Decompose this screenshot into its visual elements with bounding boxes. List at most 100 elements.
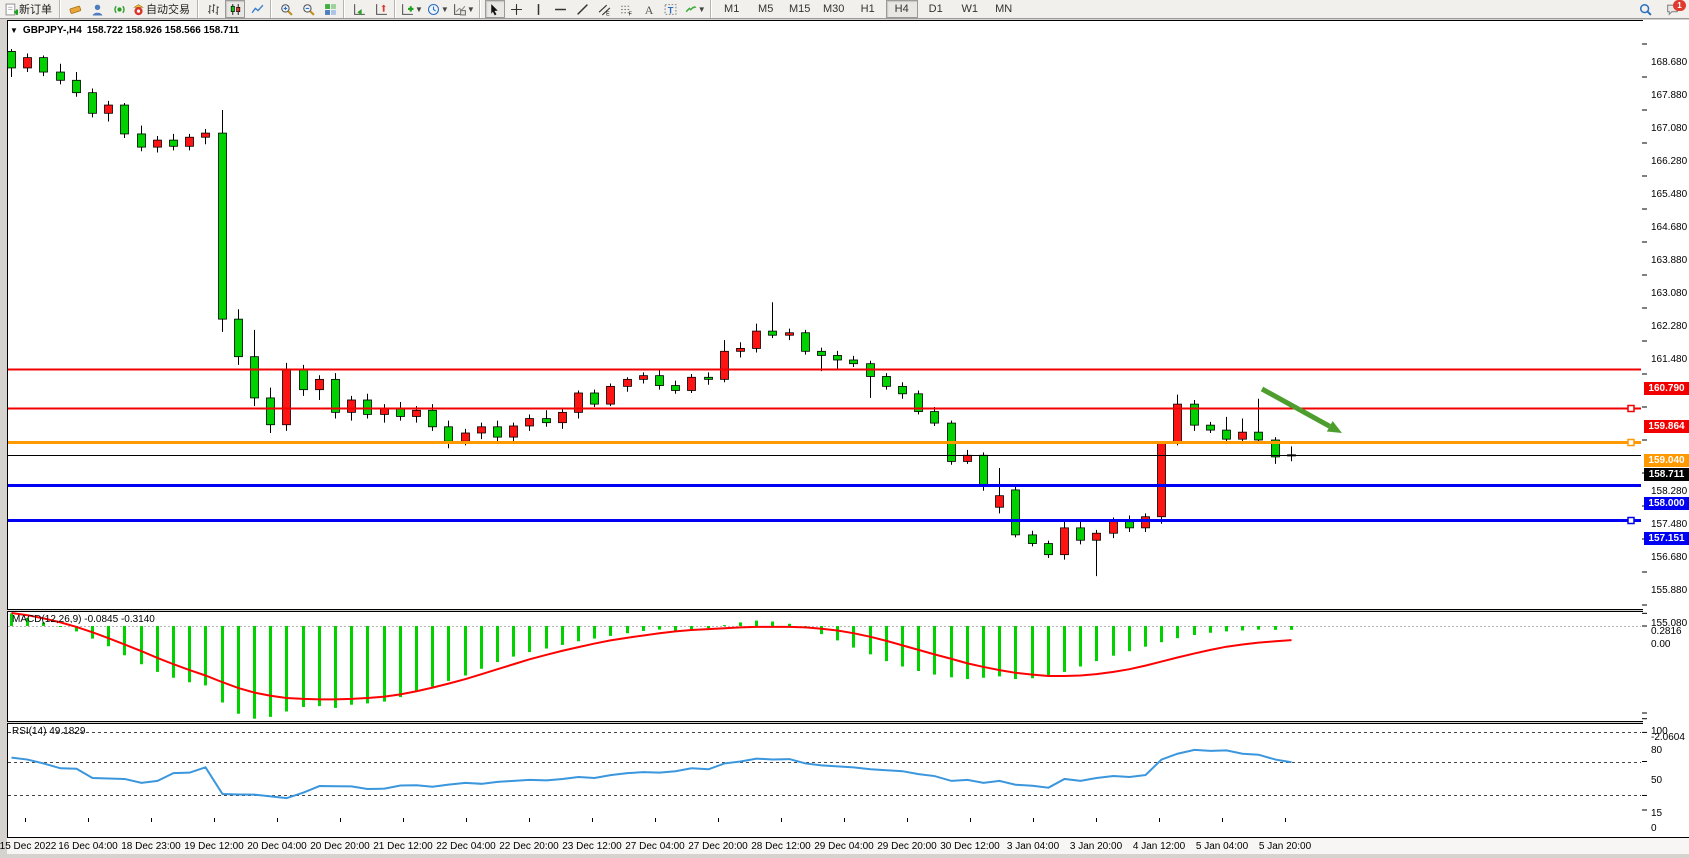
crosshair-icon — [510, 3, 523, 16]
profiles-button[interactable] — [87, 0, 107, 18]
equidistant-channel-button[interactable]: E — [595, 0, 615, 18]
signals-icon — [113, 3, 126, 16]
price-axis-column — [1643, 20, 1689, 853]
zoom-out-icon — [302, 3, 315, 16]
toolbar-right: 1 — [1634, 0, 1689, 18]
arrows-button[interactable]: ▼ — [683, 0, 707, 18]
vertical-line-button[interactable] — [529, 0, 549, 18]
templates-button[interactable]: ▼ — [452, 0, 476, 18]
price-tick-label: 164.680 — [1651, 222, 1688, 233]
time-axis-label: 22 Dec 04:00 — [436, 841, 496, 852]
cursor-button[interactable] — [484, 0, 505, 18]
price-tick-label: 156.680 — [1651, 552, 1688, 563]
quick-trade-chevron-icon[interactable]: ▼ — [10, 26, 18, 35]
time-axis-label: 3 Jan 04:00 — [1006, 841, 1060, 852]
autotrade-button[interactable]: 自动交易 — [131, 0, 194, 18]
fibonacci-icon: F — [620, 3, 633, 16]
search-icon — [1639, 3, 1652, 16]
tile-windows-button[interactable] — [320, 0, 340, 18]
timeframe-button-d1[interactable]: D1 — [928, 3, 943, 15]
rsi-axis-label: 100 — [1651, 726, 1668, 737]
price-tick-label: 168.680 — [1651, 57, 1688, 68]
macd-values: -0.0845 -0.3140 — [84, 614, 155, 625]
price-level-badge: 157.151 — [1644, 532, 1689, 546]
chat-button[interactable]: 1 — [1662, 0, 1686, 18]
text-label-button[interactable]: T — [661, 0, 681, 18]
chart-title: ▼ GBPJPY-,H4 158.722 158.926 158.566 158… — [10, 25, 239, 36]
toolbar-group-chart-types — [198, 0, 271, 18]
new-order-button[interactable]: 新订单 — [4, 0, 56, 18]
time-axis-label: 5 Jan 04:00 — [1195, 841, 1249, 852]
candle-chart-button[interactable] — [225, 0, 245, 18]
text-button[interactable]: A — [639, 0, 659, 18]
macd-panel[interactable] — [7, 611, 1644, 722]
macd-indicator-label: MACD(12,26,9) -0.0845 -0.3140 — [12, 614, 155, 625]
main-toolbar: 新订单 自动交易 ▼ ▼ ▼ — [0, 0, 1689, 19]
crosshair-button[interactable] — [507, 0, 527, 18]
price-tick-label: 162.280 — [1651, 321, 1688, 332]
new-order-label: 新订单 — [19, 4, 52, 16]
timeframe-button-m15[interactable]: M15 — [788, 3, 811, 15]
svg-text:A: A — [645, 3, 654, 16]
time-axis-strip — [7, 837, 1689, 854]
tile-windows-icon — [324, 3, 337, 16]
search-button[interactable] — [1635, 0, 1655, 18]
timeframe-button-mn[interactable]: MN — [995, 3, 1013, 15]
toolbar-group-services: 自动交易 — [60, 0, 198, 18]
toolbar-group-zoom — [271, 0, 344, 18]
timeframe-button-m30[interactable]: M30 — [822, 3, 845, 15]
rsi-axis-label: 15 — [1651, 808, 1663, 820]
eraser-button[interactable] — [65, 0, 85, 18]
new-order-icon — [5, 3, 18, 16]
line-chart-button[interactable] — [247, 0, 267, 18]
timeframe-button-m5[interactable]: M5 — [758, 3, 774, 15]
horizontal-line-button[interactable] — [551, 0, 571, 18]
svg-text:T: T — [668, 5, 674, 15]
time-axis-label: 20 Dec 04:00 — [247, 841, 307, 852]
chart-shift-button[interactable] — [371, 0, 391, 18]
price-tick-label: 163.080 — [1651, 288, 1688, 299]
chevron-down-icon: ▼ — [440, 4, 449, 14]
timeframe-button-w1[interactable]: W1 — [961, 3, 978, 15]
macd-axis-label: 0.2816 — [1651, 626, 1682, 638]
price-level-badge: 158.711 — [1644, 467, 1689, 481]
signals-button[interactable] — [109, 0, 129, 18]
time-axis-label: 5 Jan 20:00 — [1258, 841, 1312, 852]
rsi-panel[interactable] — [7, 723, 1644, 838]
time-axis-label: 20 Dec 20:00 — [310, 841, 370, 852]
zoom-out-button[interactable] — [298, 0, 318, 18]
price-tick-label: 155.080 — [1651, 618, 1688, 629]
toolbar-group-objects: E F A T ▼ — [479, 0, 711, 18]
time-axis-label: 4 Jan 12:00 — [1132, 841, 1186, 852]
price-tick-label: 165.480 — [1651, 189, 1688, 200]
timeframe-button-m1[interactable]: M1 — [724, 3, 740, 15]
rsi-axis-label: 50 — [1651, 774, 1663, 786]
line-chart-icon — [251, 3, 264, 16]
price-level-badge: 160.790 — [1644, 381, 1689, 395]
timeframe-button-h4[interactable]: H4 — [885, 0, 918, 18]
time-axis-label: 22 Dec 20:00 — [499, 841, 559, 852]
add-indicator-icon — [401, 3, 414, 16]
auto-scroll-button[interactable] — [349, 0, 369, 18]
time-axis-label: 21 Dec 12:00 — [373, 841, 433, 852]
price-level-badge: 159.864 — [1644, 420, 1689, 434]
zoom-in-button[interactable] — [276, 0, 296, 18]
price-chart-panel[interactable] — [7, 20, 1644, 610]
trend-line-button[interactable] — [573, 0, 593, 18]
periods-button[interactable]: ▼ — [426, 0, 450, 18]
toolbar-group-timeframes: M1 M5 M15 M30 H1 H4 D1 W1 MN — [710, 0, 1024, 18]
toolbar-group-order: 新订单 — [0, 0, 60, 18]
toolbar-group-insert: ▼ ▼ ▼ — [395, 0, 480, 18]
timeframe-button-h1[interactable]: H1 — [860, 3, 875, 15]
rsi-indicator-label: RSI(14) 49.1829 — [12, 726, 85, 737]
fibonacci-button[interactable]: F — [617, 0, 637, 18]
bar-chart-button[interactable] — [203, 0, 223, 18]
svg-text:F: F — [629, 11, 633, 16]
add-indicator-button[interactable]: ▼ — [400, 0, 424, 18]
rsi-value: 49.1829 — [49, 726, 86, 737]
notification-badge: 1 — [1673, 0, 1686, 11]
macd-axis-label: -2.0604 — [1651, 731, 1685, 743]
chart-area: ▼ GBPJPY-,H4 158.722 158.926 158.566 158… — [0, 19, 1689, 858]
rsi-axis-label: 80 — [1651, 745, 1663, 757]
